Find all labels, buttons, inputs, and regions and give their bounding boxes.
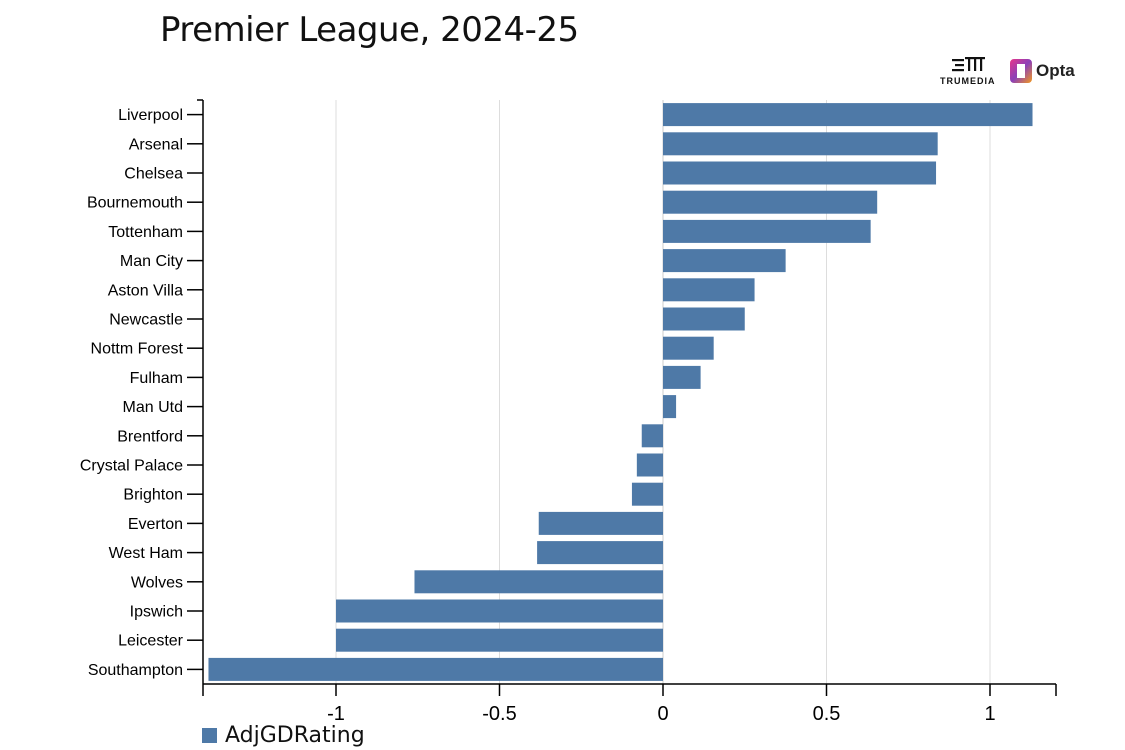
bar-west-ham [537,541,663,565]
bar-nottm-forest [663,336,714,360]
y-tick-label: West Ham [109,545,183,562]
opta-mark-icon [1010,59,1032,83]
y-tick-label: Chelsea [124,166,183,183]
x-tick-label: -1 [327,703,345,720]
y-tick-label: Brentford [117,428,183,445]
y-tick-label: Aston Villa [108,282,183,299]
bar-tottenham [663,219,871,243]
bar-wolves [414,570,663,594]
opta-logo: Opta [1008,56,1088,88]
bar-chelsea [663,161,937,185]
x-tick-label: 0 [657,703,668,720]
bar-southampton [208,657,663,681]
trumedia-mark-icon [952,57,985,72]
bar-arsenal [663,132,938,156]
bar-newcastle [663,307,745,331]
bar-crystal-palace [636,453,663,477]
gridlines [335,100,991,684]
bar-brighton [631,482,663,506]
bar-everton [538,511,663,535]
bar-liverpool [663,103,1033,127]
x-tick-label: 0.5 [813,703,841,720]
bar-bournemouth [663,190,878,214]
y-tick-label: Brighton [123,487,183,504]
logo-group: TRUMEDIA Opta [938,56,1088,88]
bar-man-city [663,249,786,273]
bars [208,103,1033,681]
y-tick-label: Newcastle [109,312,183,329]
chart-title: Premier League, 2024-25 [160,10,579,50]
bar-fulham [663,365,701,389]
y-tick-label: Liverpool [118,107,183,124]
y-tick-label: Bournemouth [87,195,183,212]
legend-swatch [202,727,217,743]
y-tick-label: Arsenal [129,136,183,153]
y-tick-label: Ipswich [130,604,183,621]
x-axis: -1 -0.5 0 0.5 1 [202,683,1057,720]
y-tick-label: Fulham [130,370,183,387]
legend: AdjGDRating [202,720,365,750]
bar-man-utd [663,395,677,419]
y-tick-label: Man City [120,253,183,270]
y-tick-label: Southampton [88,662,183,679]
y-axis: Liverpool Arsenal Chelsea Bournemouth Totten… [80,99,204,684]
y-tick-label: Wolves [131,574,183,591]
bar-leicester [336,628,663,652]
opta-wordmark: Opta [1036,61,1075,80]
y-tick-label: Everton [128,516,183,533]
y-tick-label: Leicester [118,633,184,650]
y-tick-label: Tottenham [108,224,183,241]
x-tick-label: -0.5 [482,703,516,720]
bar-chart: Liverpool Arsenal Chelsea Bournemouth Totten… [80,99,1057,720]
legend-label: AdjGDRating [225,722,365,748]
y-tick-label: Crystal Palace [80,458,183,475]
trumedia-logo: TRUMEDIA [938,56,1002,88]
trumedia-wordmark: TRUMEDIA [940,76,996,86]
bar-ipswich [336,599,663,623]
y-tick-label: Man Utd [123,399,183,416]
bar-aston-villa [663,278,755,302]
y-tick-label: Nottm Forest [91,341,184,358]
bar-brentford [641,424,663,448]
x-tick-label: 1 [984,703,995,720]
